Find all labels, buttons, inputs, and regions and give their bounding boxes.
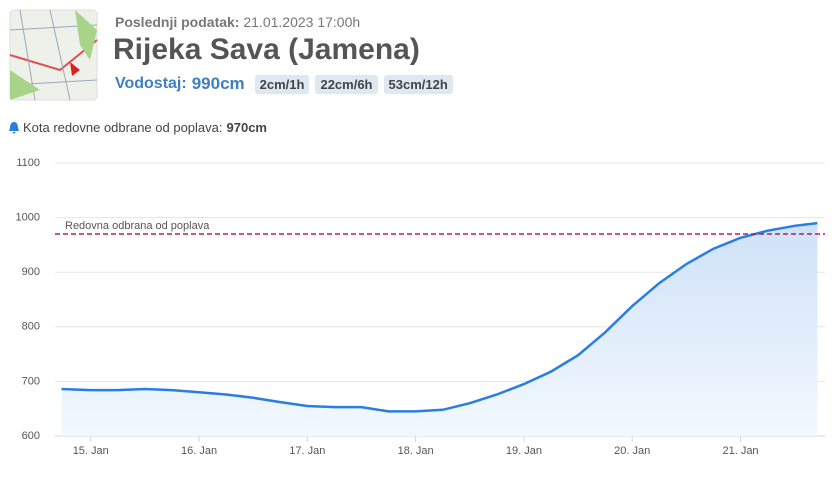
x-tick-label: 15. Jan [73,445,109,457]
change-badge: 22cm/6h [315,74,378,94]
level-value: 990cm [191,74,245,93]
change-interval: /12h [421,76,448,92]
map-thumbnail[interactable] [9,9,98,101]
x-tick-label: 18. Jan [398,445,434,457]
plot-line-label: Redovna odbrana od poplava [65,220,210,232]
last-update: Poslednji podatak: 21.01.2023 17:00h [115,14,360,30]
y-tick-label: 800 [22,321,40,333]
y-tick-label: 900 [22,266,40,278]
change-interval: /1h [285,76,305,92]
alert-value: 970cm [226,120,267,135]
change-badge: 2cm/1h [254,74,310,94]
x-tick-label: 17. Jan [289,445,325,457]
change-amount: 53cm [388,76,422,92]
level-row: Vodostaj: 990cm 2cm/1h 22cm/6h 53cm/12h [115,74,453,94]
x-tick-label: 16. Jan [181,445,217,457]
alert: Kota redovne odbrane od poplava: 970cm [8,120,267,135]
x-tick-label: 20. Jan [614,445,650,457]
line [61,221,818,413]
bell-icon [9,122,19,134]
station-title: Rijeka Sava (Jamena) [113,33,420,66]
x-tick-label: 21. Jan [722,445,758,457]
change-amount: 22cm [320,76,354,92]
y-tick-label: 700 [22,375,40,387]
last-update-value: 21.01.2023 17:00h [243,14,361,30]
alert-label: Kota redovne odbrane od poplava: [23,120,223,135]
area-fill [61,223,818,436]
y-tick-label: 600 [22,430,40,442]
change-interval: /6h [353,76,373,92]
level-label: Vodostaj: [115,75,187,92]
change-badge: 53cm/12h [383,74,453,94]
last-update-label: Poslednji podatak: [115,14,240,30]
x-tick-label: 19. Jan [506,445,542,457]
change-badges: 2cm/1h 22cm/6h 53cm/12h [249,74,453,94]
y-tick-label: 1100 [16,157,40,169]
y-tick-label: 1000 [16,212,40,224]
change-amount: 2cm [259,76,286,92]
